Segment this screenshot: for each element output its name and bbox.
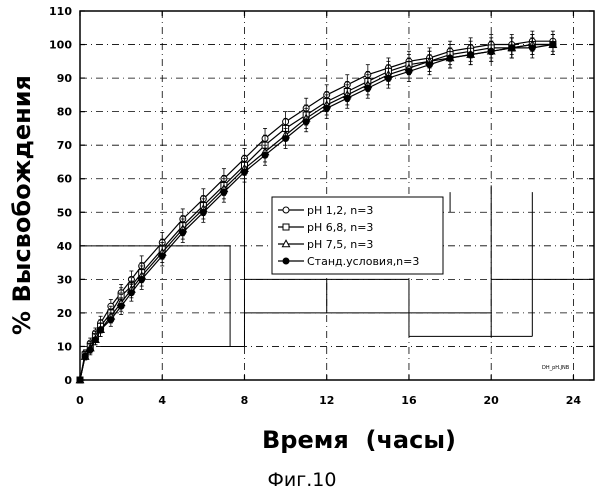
data-point [406, 68, 412, 74]
data-point [427, 62, 433, 68]
y-tick-label: 40 [57, 240, 73, 253]
data-point [365, 85, 371, 91]
y-tick-label: 110 [49, 5, 72, 18]
data-point [118, 303, 124, 309]
data-point [108, 317, 114, 323]
data-point [550, 42, 556, 48]
data-point [180, 229, 186, 235]
data-point [159, 253, 165, 259]
y-tick-label: 60 [57, 173, 73, 186]
x-tick-label: 20 [484, 394, 500, 407]
figure-caption: Фиг.10 [268, 469, 337, 491]
data-point [468, 52, 474, 58]
legend-label: pH 6,8, n=3 [307, 221, 373, 234]
data-point [488, 48, 494, 54]
data-point [128, 290, 134, 296]
x-tick-label: 4 [158, 394, 166, 407]
data-point [262, 152, 268, 158]
x-tick-label: 0 [76, 394, 84, 407]
y-tick-label: 90 [57, 72, 73, 85]
x-tick-label: 16 [401, 394, 417, 407]
data-point [82, 354, 88, 360]
corner-note: DH_pH.JNB [542, 365, 570, 371]
data-point [139, 276, 145, 282]
data-point [241, 169, 247, 175]
data-point [447, 55, 453, 61]
x-tick-label: 12 [319, 394, 334, 407]
x-axis-title: Время (часы) [262, 426, 456, 454]
data-point [529, 45, 535, 51]
legend-label: pH 7,5, n=3 [307, 238, 373, 251]
y-tick-label: 0 [64, 374, 72, 387]
y-tick-label: 50 [57, 206, 73, 219]
legend-marker [283, 207, 289, 213]
data-point [509, 45, 515, 51]
data-point [344, 95, 350, 101]
y-tick-label: 80 [57, 106, 73, 119]
legend-label: pH 1,2, n=3 [307, 204, 373, 217]
legend-marker [283, 224, 289, 230]
y-tick-label: 100 [49, 39, 72, 52]
data-point [92, 337, 98, 343]
y-tick-label: 10 [57, 340, 73, 353]
data-point [283, 135, 289, 141]
x-tick-label: 24 [566, 394, 582, 407]
data-point [303, 119, 309, 125]
grid [80, 11, 594, 380]
plot-frame [80, 11, 594, 380]
data-point [98, 327, 104, 333]
data-point [385, 75, 391, 81]
data-point [324, 105, 330, 111]
data-point [200, 209, 206, 215]
data-point [221, 189, 227, 195]
y-tick-label: 70 [57, 139, 73, 152]
y-axis-title: % Высвобождения [8, 75, 36, 335]
y-tick-label: 30 [57, 273, 73, 286]
y-tick-label: 20 [57, 307, 73, 320]
x-tick-label: 8 [241, 394, 249, 407]
legend: pH 1,2, n=3 pH 6,8, n=3 pH 7,5, n=3 Станд.у… [272, 197, 443, 274]
legend-marker [283, 258, 289, 264]
data-point [87, 347, 93, 353]
legend-label: Станд.условия,n=3 [307, 255, 419, 268]
